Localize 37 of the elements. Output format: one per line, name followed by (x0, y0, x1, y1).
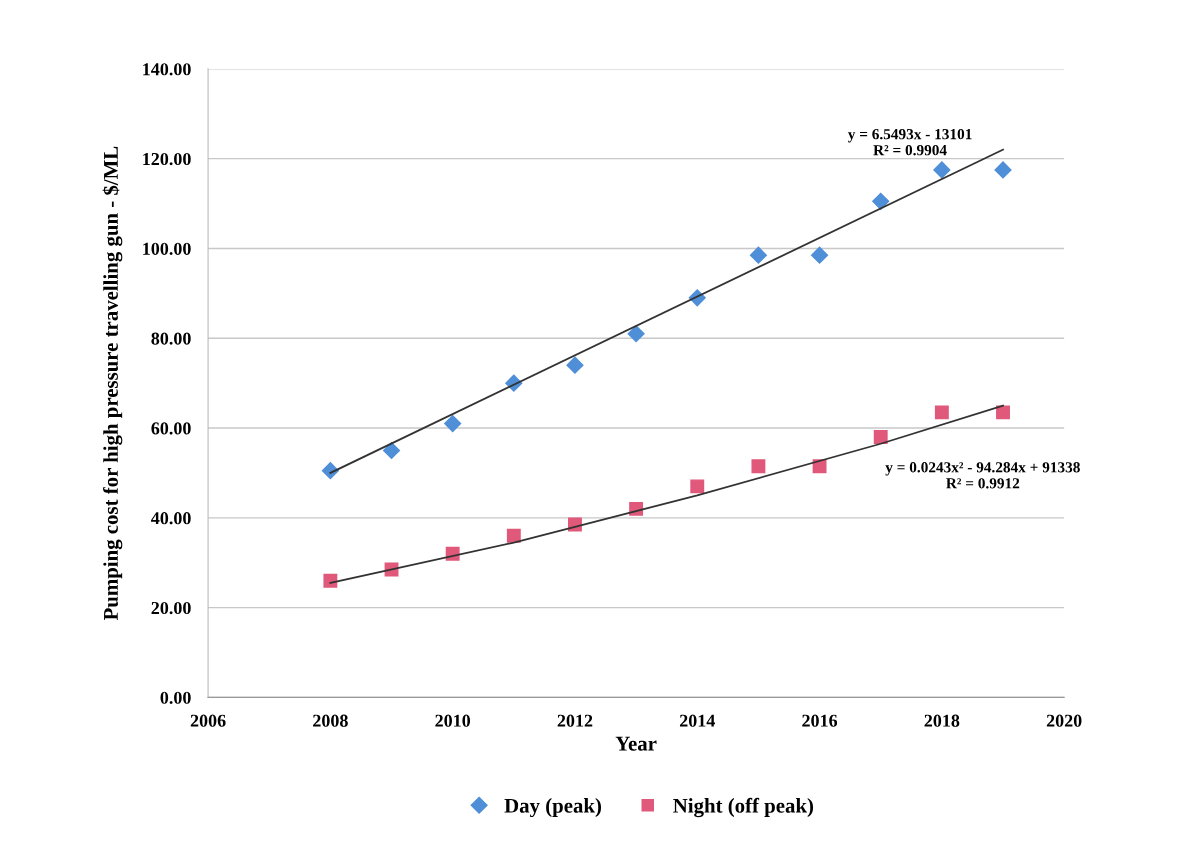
y-tick-label: 140.00 (143, 63, 191, 76)
legend-label: Day (peak) (504, 798, 602, 818)
y-axis-title: Pumping cost for high pressure travelling gun - $/ML (102, 146, 123, 621)
y-tick-label: 100.00 (143, 242, 191, 255)
point (751, 459, 766, 474)
point (872, 192, 890, 210)
point (996, 405, 1010, 420)
x-tick-label: 2008 (313, 714, 348, 727)
y-tick-label: 40.00 (151, 512, 191, 525)
legend-label: Night (off peak) (673, 797, 814, 818)
y-tick-label: 60.00 (151, 422, 191, 435)
point (934, 405, 949, 420)
point (323, 573, 338, 588)
x-tick-label: 2016 (802, 714, 838, 727)
point (506, 528, 521, 543)
x-axis-title: Year (615, 736, 657, 751)
point (627, 325, 645, 343)
x-tick-label: 2014 (679, 714, 715, 727)
point (690, 479, 705, 494)
point (811, 246, 829, 264)
point (444, 414, 462, 433)
point (749, 246, 767, 264)
x-tick-label: 2020 (1046, 714, 1082, 727)
point (566, 356, 584, 374)
y-tick-label: 120.00 (143, 152, 191, 166)
point (873, 430, 888, 444)
x-tick-label: 2010 (435, 714, 471, 727)
x-tick-label: 2012 (557, 714, 593, 727)
annotation: y = 0.0243x² - 94.284x + 91338 R² = 0.9912 (885, 462, 1080, 489)
point (933, 161, 951, 179)
y-tick-label: 80.00 (151, 332, 191, 345)
annotation: y = 6.5493x - 13101 R² = 0.9904 (847, 128, 972, 156)
point (994, 161, 1012, 179)
y-tick-label: 0.00 (160, 691, 191, 704)
x-tick-label: 2006 (190, 714, 226, 727)
x-tick-label: 2018 (924, 714, 960, 727)
y-tick-label: 20.00 (151, 601, 191, 615)
